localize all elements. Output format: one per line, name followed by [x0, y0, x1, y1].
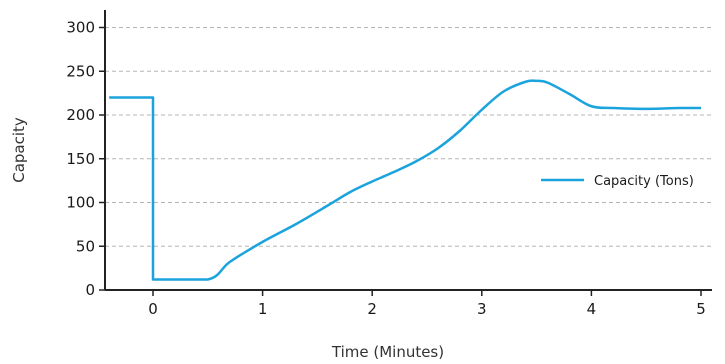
x-tick-label-1: 1: [258, 300, 268, 318]
x-tick-label-5: 5: [696, 300, 706, 318]
x-tick-label-3: 3: [477, 300, 487, 318]
y-axis-ticks: 0 50 100 150 200 250 300: [66, 19, 105, 299]
y-tick-label-150: 150: [66, 150, 95, 168]
y-axis-title: Capacity: [10, 117, 28, 183]
y-tick-label-100: 100: [66, 194, 95, 212]
y-tick-label-250: 250: [66, 62, 95, 80]
series-line-0: [109, 79, 702, 281]
x-axis-title: Time (Minutes): [331, 343, 444, 361]
y-tick-label-200: 200: [66, 106, 95, 124]
x-axis-ticks: 0 1 2 3 4 5: [148, 290, 706, 318]
grid-lines: [105, 27, 712, 247]
legend-label: Capacity (Tons): [594, 174, 694, 189]
series-layer: [109, 79, 702, 281]
legend: Capacity (Tons): [541, 174, 694, 189]
x-tick-label-0: 0: [148, 300, 158, 318]
y-tick-label-300: 300: [66, 19, 95, 37]
y-tick-label-0: 0: [85, 281, 95, 299]
y-tick-label-50: 50: [76, 237, 95, 255]
x-tick-label-2: 2: [367, 300, 377, 318]
x-tick-label-4: 4: [587, 300, 597, 318]
